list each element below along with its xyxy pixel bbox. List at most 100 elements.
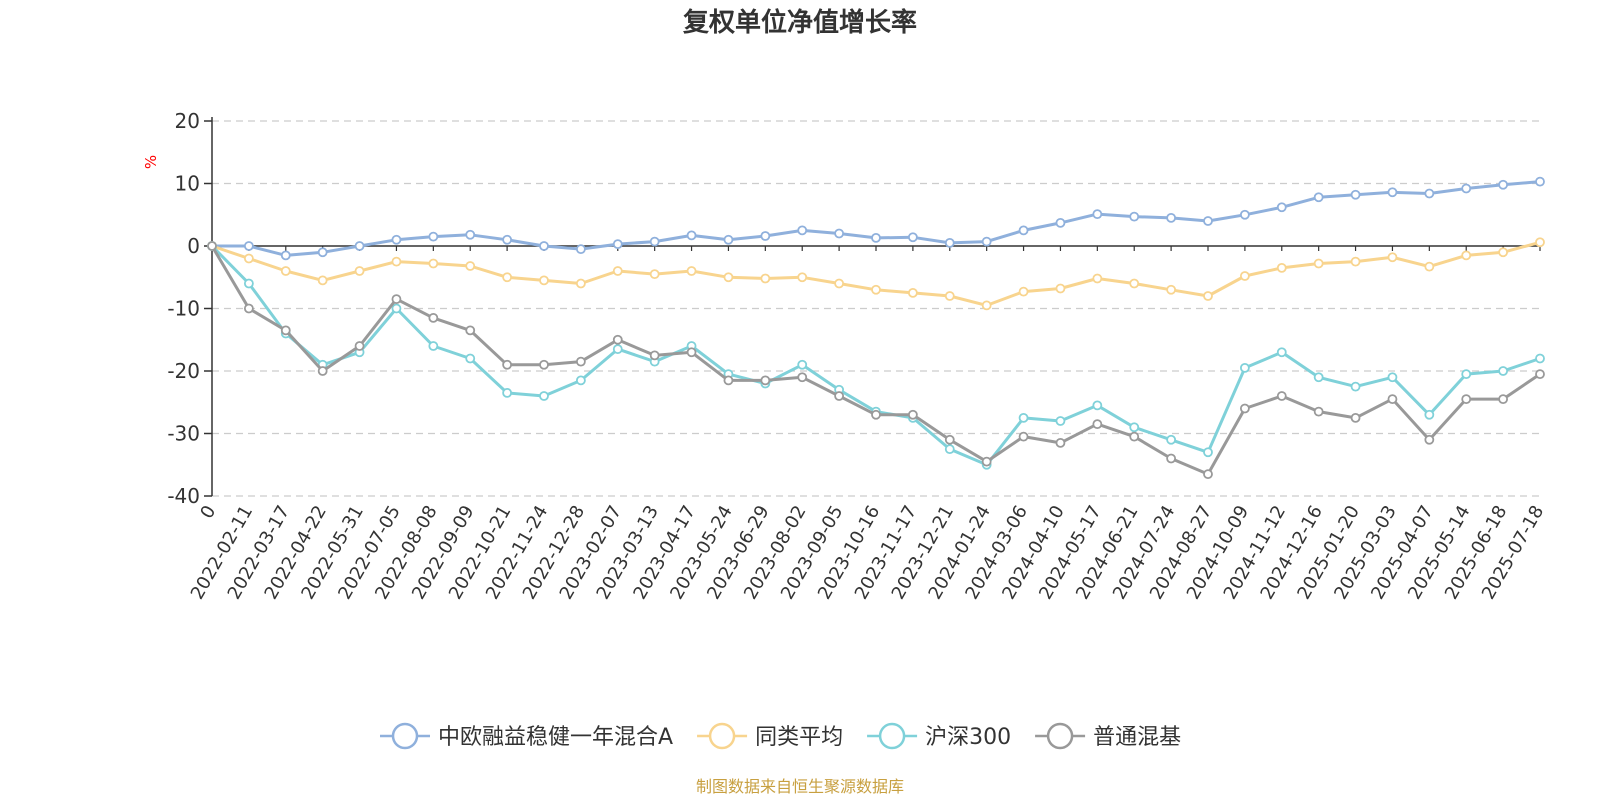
data-point bbox=[1498, 179, 1509, 190]
data-point bbox=[1239, 209, 1250, 220]
y-tick-label: -10 bbox=[167, 297, 200, 321]
data-point bbox=[1018, 286, 1029, 297]
data-point bbox=[1276, 262, 1287, 273]
legend-item: 同类平均 bbox=[697, 722, 843, 750]
data-point bbox=[686, 347, 697, 358]
data-point bbox=[280, 250, 291, 261]
data-point bbox=[981, 300, 992, 311]
data-point bbox=[1092, 419, 1103, 430]
data-point bbox=[1129, 211, 1140, 222]
data-point bbox=[1535, 237, 1545, 248]
data-point bbox=[280, 266, 291, 276]
data-point bbox=[354, 241, 365, 251]
data-point bbox=[612, 239, 623, 250]
legend-label: 中欧融益稳健一年混合A bbox=[438, 725, 673, 750]
data-point bbox=[1092, 400, 1103, 411]
data-point bbox=[502, 359, 513, 370]
data-point bbox=[243, 278, 254, 289]
data-point bbox=[280, 325, 291, 336]
data-point bbox=[1018, 225, 1029, 236]
data-point bbox=[1166, 212, 1177, 223]
chart-title: 复权单位净值增长率 bbox=[683, 7, 917, 38]
data-point bbox=[1498, 366, 1509, 376]
data-point bbox=[797, 372, 808, 383]
data-point bbox=[797, 225, 808, 236]
data-point bbox=[1055, 283, 1066, 294]
data-point bbox=[1350, 412, 1361, 423]
legend-label: 同类平均 bbox=[755, 725, 843, 750]
y-tick-label: 10 bbox=[175, 172, 200, 196]
y-axis-unit: % bbox=[142, 155, 160, 169]
data-point bbox=[1055, 416, 1066, 426]
data-point bbox=[1129, 422, 1140, 433]
data-point bbox=[354, 341, 365, 351]
data-point bbox=[428, 258, 439, 269]
data-point bbox=[354, 266, 365, 276]
data-point bbox=[1498, 247, 1509, 258]
data-point bbox=[1092, 273, 1103, 284]
data-point bbox=[1276, 202, 1287, 213]
legend: 中欧融益稳健一年混合A 同类平均 沪深300 普通混基 bbox=[380, 722, 1181, 750]
data-point bbox=[944, 237, 955, 248]
data-point bbox=[1461, 183, 1472, 194]
data-point bbox=[1461, 394, 1472, 405]
data-point bbox=[944, 444, 955, 455]
data-point bbox=[1018, 431, 1029, 442]
legend-item: 普通混基 bbox=[1035, 722, 1181, 750]
data-point bbox=[1387, 372, 1398, 383]
data-point bbox=[723, 272, 734, 283]
x-axis-ticks: 02022-02-112022-03-172022-04-222022-05-3… bbox=[187, 246, 1548, 603]
data-point bbox=[1350, 256, 1361, 267]
data-point bbox=[649, 236, 660, 247]
series-line bbox=[212, 180, 1541, 257]
data-point bbox=[1424, 434, 1435, 445]
data-point bbox=[907, 287, 918, 298]
data-point bbox=[1166, 284, 1177, 295]
data-point bbox=[1313, 192, 1324, 203]
data-point bbox=[317, 275, 328, 286]
data-point bbox=[391, 256, 402, 267]
data-point bbox=[1203, 216, 1213, 226]
data-point bbox=[612, 334, 623, 345]
data-point bbox=[871, 284, 881, 295]
data-point bbox=[907, 232, 918, 243]
data-point bbox=[502, 234, 513, 245]
series-lines bbox=[207, 176, 1545, 480]
legend-label: 普通混基 bbox=[1093, 725, 1181, 750]
legend-marker bbox=[1046, 722, 1074, 750]
data-point bbox=[1276, 391, 1287, 401]
x-tick-label: 0 bbox=[196, 502, 220, 522]
data-point bbox=[317, 366, 328, 376]
legend-marker bbox=[391, 722, 419, 750]
data-point bbox=[797, 272, 808, 283]
data-point bbox=[1276, 347, 1287, 358]
data-point bbox=[1129, 431, 1140, 442]
data-point bbox=[871, 409, 881, 420]
data-point bbox=[243, 241, 254, 251]
y-tick-label: -40 bbox=[167, 484, 200, 508]
data-point bbox=[1129, 278, 1140, 289]
legend-marker bbox=[878, 722, 906, 750]
data-point bbox=[207, 241, 217, 251]
data-point bbox=[1313, 372, 1324, 383]
data-point bbox=[1424, 188, 1435, 199]
data-point bbox=[1350, 381, 1361, 392]
data-point bbox=[391, 234, 402, 245]
data-point bbox=[944, 291, 955, 301]
data-point bbox=[760, 375, 771, 386]
data-point bbox=[1203, 469, 1213, 480]
y-tick-label: -20 bbox=[167, 359, 200, 383]
data-point bbox=[1055, 217, 1066, 228]
legend-item: 中欧融益稳健一年混合A bbox=[380, 722, 673, 750]
data-point bbox=[428, 231, 439, 242]
data-point bbox=[1313, 258, 1324, 269]
data-point bbox=[1535, 369, 1545, 380]
data-point bbox=[1387, 252, 1398, 263]
data-point bbox=[243, 303, 254, 314]
data-point bbox=[391, 303, 402, 314]
data-point bbox=[391, 294, 402, 305]
data-point bbox=[1461, 369, 1472, 380]
data-point bbox=[243, 253, 254, 264]
data-point bbox=[649, 269, 660, 280]
data-point bbox=[834, 391, 845, 401]
